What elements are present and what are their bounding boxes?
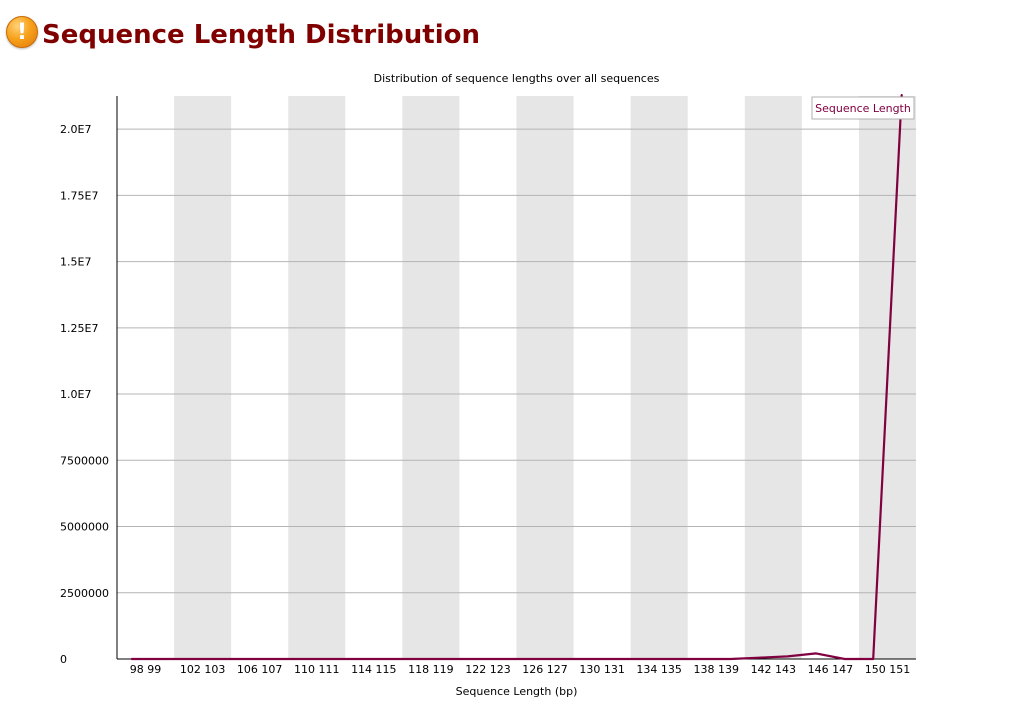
y-tick-label: 1.75E7	[60, 189, 98, 202]
data-point	[130, 658, 133, 660]
data-point	[273, 658, 275, 660]
chart-band	[630, 96, 688, 659]
x-tick-label: 150 151	[865, 663, 911, 676]
data-point	[472, 658, 475, 660]
data-point	[729, 658, 732, 660]
x-tick-label: 130 131	[579, 663, 625, 676]
data-point	[558, 658, 561, 660]
legend-box	[811, 96, 915, 120]
x-tick-label: 106 107	[237, 663, 283, 676]
data-point	[900, 93, 903, 96]
data-point	[159, 658, 161, 660]
data-point	[872, 658, 874, 660]
data-point	[815, 652, 817, 655]
x-tick-label: 134 135	[636, 663, 682, 676]
data-point	[644, 658, 646, 660]
data-point	[301, 658, 304, 660]
y-tick-label: 1.5E7	[60, 256, 91, 269]
x-axis-label: Sequence Length (bp)	[456, 685, 578, 698]
chart-band	[516, 96, 574, 659]
data-point	[415, 658, 418, 660]
y-tick-label: 7500000	[60, 454, 109, 467]
chart-band	[174, 96, 232, 659]
x-tick-label: 122 123	[465, 663, 511, 676]
data-point	[529, 658, 532, 660]
chart-band	[744, 96, 802, 659]
y-tick-label: 1.25E7	[60, 322, 98, 335]
data-point	[387, 658, 389, 660]
data-point	[187, 658, 190, 660]
x-tick-label: 146 147	[808, 663, 854, 676]
legend-entry: Sequence Length	[815, 102, 911, 115]
x-tick-label: 102 103	[180, 663, 226, 676]
data-point	[758, 656, 760, 659]
report-header: ! Sequence Length Distribution	[6, 12, 480, 52]
data-point	[358, 658, 361, 660]
data-point	[701, 658, 703, 660]
data-point	[587, 658, 589, 660]
data-point	[672, 658, 675, 660]
data-point	[330, 658, 332, 660]
x-tick-label: 138 139	[694, 663, 740, 676]
x-tick-label: 110 111	[294, 663, 340, 676]
x-tick-label: 118 119	[408, 663, 454, 676]
warning-icon: !	[6, 16, 38, 48]
data-point	[444, 658, 446, 660]
data-point	[244, 658, 247, 660]
y-tick-label: 5000000	[60, 521, 109, 534]
page-title: Sequence Length Distribution	[42, 20, 481, 50]
x-tick-label: 126 127	[522, 663, 568, 676]
y-tick-label: 0	[60, 653, 67, 666]
data-point	[786, 655, 789, 658]
series-line	[131, 94, 903, 661]
y-tick-label: 1.0E7	[60, 388, 91, 401]
chart-band	[402, 96, 460, 659]
data-point	[843, 658, 846, 660]
data-point	[216, 658, 218, 660]
chart-band	[288, 96, 346, 659]
y-tick-label: 2500000	[60, 587, 109, 600]
x-tick-label: 98 99	[130, 663, 162, 676]
data-point	[501, 658, 504, 660]
data-point	[615, 658, 618, 660]
x-tick-label: 142 143	[751, 663, 797, 676]
x-tick-label: 114 115	[351, 663, 397, 676]
y-tick-label: 2.0E7	[60, 123, 91, 136]
chart-title: Distribution of sequence lengths over al…	[374, 72, 660, 85]
sequence-length-chart: 0 2500000 5000000 7500000 1.0E7 1.25E7 1.5E7 1.…	[60, 72, 916, 698]
